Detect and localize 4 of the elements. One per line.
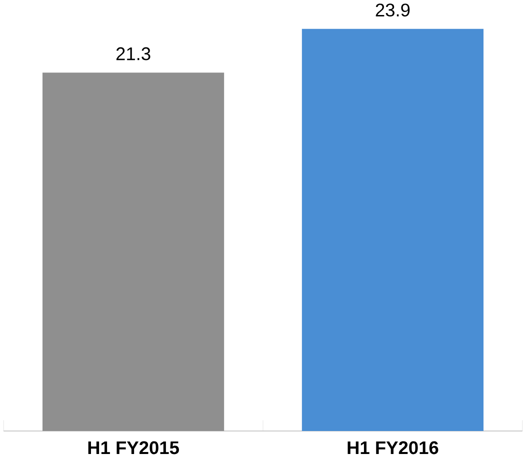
data-label: 23.9	[376, 4, 410, 17]
x-tick-label: H1 FY2016	[348, 441, 438, 454]
data-label: 21.3	[116, 47, 150, 60]
x-tick-label: H1 FY2015	[88, 441, 179, 454]
